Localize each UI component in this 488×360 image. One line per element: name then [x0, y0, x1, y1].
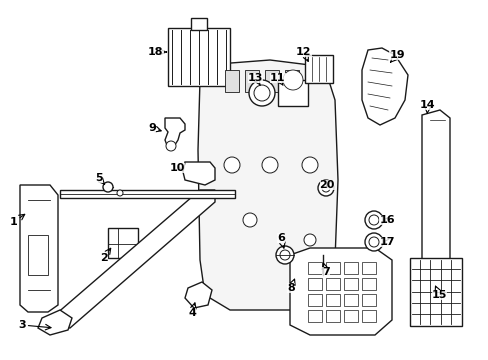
Bar — [361, 278, 375, 290]
Bar — [325, 310, 339, 322]
Bar — [307, 278, 321, 290]
Polygon shape — [421, 110, 449, 288]
Bar — [285, 70, 298, 92]
Bar — [325, 294, 339, 306]
Text: 7: 7 — [322, 263, 329, 277]
Polygon shape — [184, 282, 212, 308]
Bar — [343, 262, 357, 274]
Circle shape — [368, 215, 378, 225]
Text: 18: 18 — [148, 47, 166, 57]
Circle shape — [253, 85, 269, 101]
Text: 15: 15 — [431, 286, 446, 300]
Bar — [325, 278, 339, 290]
Polygon shape — [164, 118, 184, 148]
Circle shape — [364, 233, 382, 251]
Polygon shape — [198, 60, 337, 310]
Bar — [307, 294, 321, 306]
Circle shape — [224, 157, 240, 173]
Circle shape — [317, 180, 333, 196]
Bar — [361, 310, 375, 322]
Circle shape — [364, 211, 382, 229]
Circle shape — [248, 80, 274, 106]
Circle shape — [117, 190, 123, 196]
Bar — [325, 262, 339, 274]
Circle shape — [321, 184, 329, 192]
Circle shape — [262, 157, 278, 173]
Bar — [168, 28, 229, 86]
Circle shape — [302, 157, 317, 173]
Circle shape — [243, 213, 257, 227]
Bar — [191, 18, 206, 30]
Text: 20: 20 — [319, 180, 334, 190]
Bar — [307, 310, 321, 322]
Text: 10: 10 — [170, 163, 185, 173]
Bar — [28, 235, 48, 275]
Text: 2: 2 — [100, 248, 110, 263]
Bar — [60, 190, 235, 198]
Polygon shape — [289, 248, 391, 335]
Text: 13: 13 — [247, 73, 263, 85]
Text: 8: 8 — [286, 279, 295, 293]
Text: 3: 3 — [18, 320, 51, 330]
Text: 12: 12 — [295, 47, 311, 61]
Bar — [244, 70, 259, 92]
Circle shape — [283, 70, 303, 90]
Bar — [343, 278, 357, 290]
Circle shape — [280, 250, 289, 260]
Bar — [409, 258, 461, 326]
Bar — [264, 70, 279, 92]
Text: 14: 14 — [419, 100, 435, 113]
Text: 4: 4 — [188, 303, 196, 318]
Text: 16: 16 — [379, 215, 394, 225]
Bar — [278, 80, 307, 106]
Circle shape — [368, 237, 378, 247]
Text: 17: 17 — [379, 237, 394, 247]
Bar — [108, 228, 138, 258]
Bar — [307, 262, 321, 274]
Text: 9: 9 — [148, 123, 161, 133]
Bar — [343, 294, 357, 306]
Circle shape — [304, 234, 315, 246]
Text: 6: 6 — [277, 233, 285, 248]
Polygon shape — [38, 310, 72, 335]
Circle shape — [165, 141, 176, 151]
Polygon shape — [20, 185, 58, 312]
Polygon shape — [55, 190, 215, 328]
Text: 11: 11 — [269, 73, 285, 85]
Bar — [343, 310, 357, 322]
Circle shape — [275, 246, 293, 264]
Circle shape — [103, 182, 113, 192]
Bar — [305, 55, 332, 83]
Text: 19: 19 — [388, 50, 404, 62]
Polygon shape — [183, 162, 215, 185]
Bar — [361, 262, 375, 274]
Bar — [224, 70, 239, 92]
Bar — [361, 294, 375, 306]
Polygon shape — [361, 48, 407, 125]
Text: 5: 5 — [95, 173, 104, 184]
Text: 1: 1 — [10, 214, 25, 227]
